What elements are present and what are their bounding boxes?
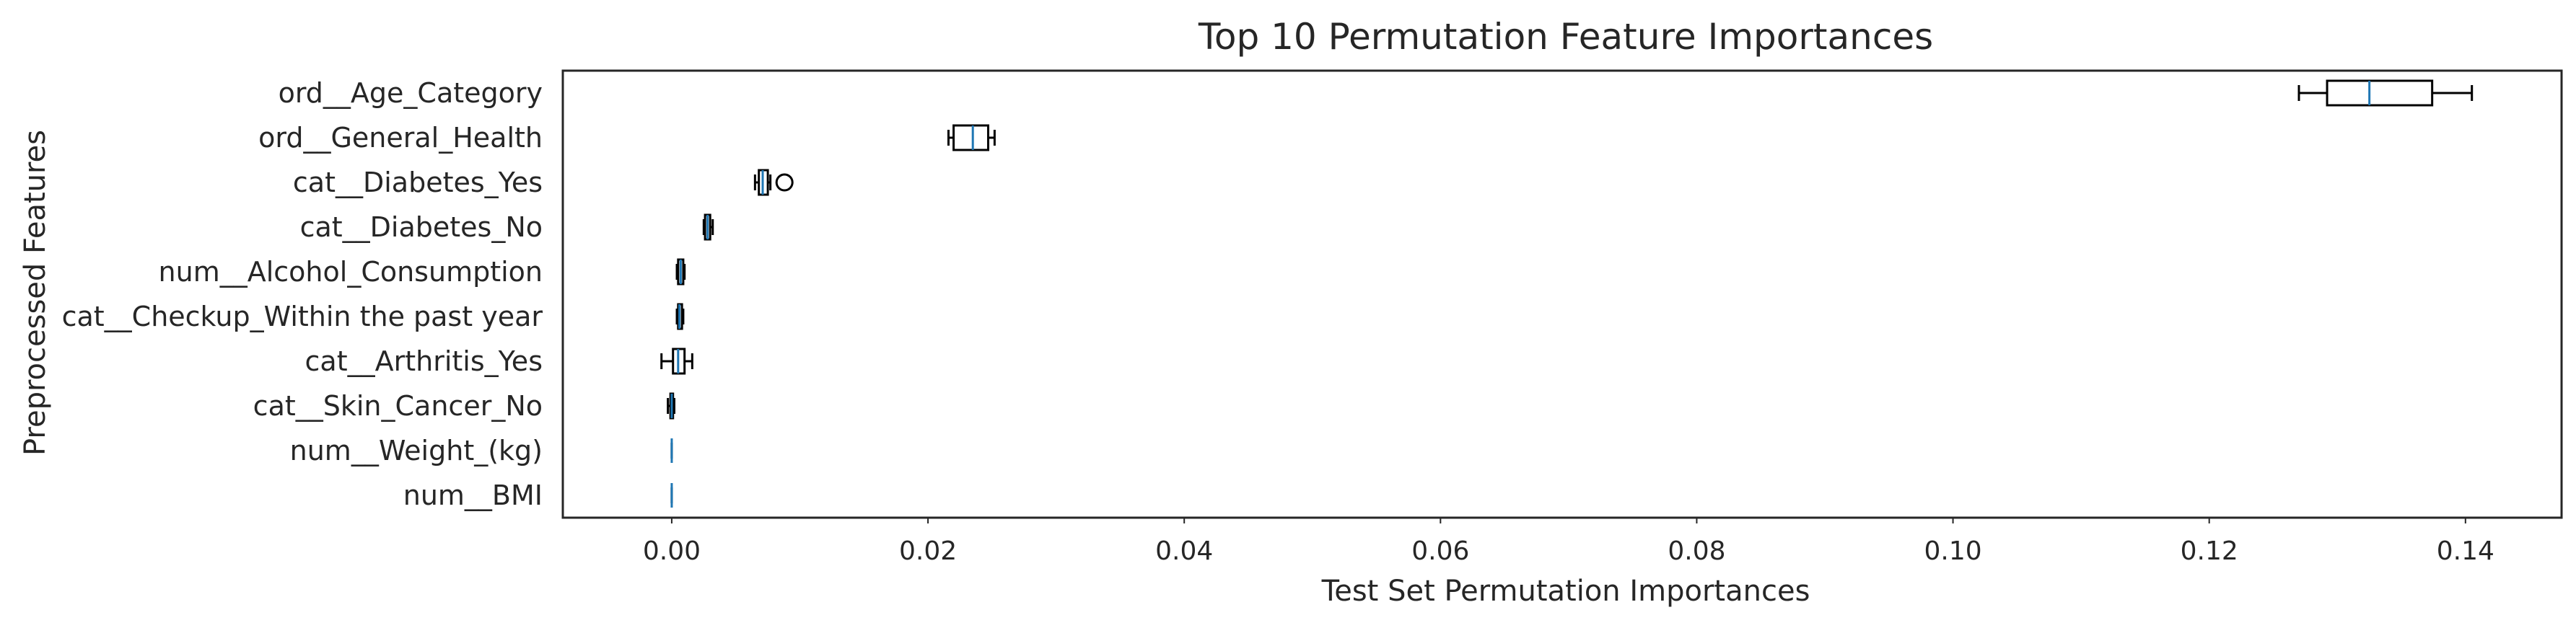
boxplot-5: [675, 303, 685, 330]
y-tick-label: num__Weight_(kg): [290, 435, 543, 466]
x-tick-label: 0.12: [2181, 536, 2238, 566]
y-tick-label: num__BMI: [403, 479, 543, 511]
iqr-box: [2326, 79, 2434, 107]
y-tick-label: num__Alcohol_Consumption: [159, 256, 543, 288]
x-tick-label: 0.00: [643, 536, 701, 566]
y-axis-label: Preprocessed Features: [19, 130, 52, 456]
y-tick-label: cat__Arthritis_Yes: [305, 345, 543, 377]
outlier-point: [775, 173, 794, 192]
x-axis-ticks: 0.00 0.02 0.04 0.06 0.08 0.10 0.12 0.14: [643, 518, 2494, 566]
boxplot-1: [947, 124, 996, 151]
boxplot-7: [667, 392, 675, 420]
y-tick-label: cat__Skin_Cancer_No: [253, 390, 543, 422]
plot-area: [660, 79, 2474, 508]
boxplot-4: [675, 258, 686, 286]
boxplot-6: [660, 348, 693, 375]
y-tick-label: cat__Diabetes_Yes: [293, 167, 543, 198]
boxplot-3: [702, 213, 714, 241]
y-tick-label: ord__General_Health: [258, 122, 543, 154]
iqr-box: [952, 124, 990, 151]
x-tick-label: 0.10: [1924, 536, 1981, 566]
boxplot-2: [753, 169, 794, 196]
boxplot-0: [2297, 79, 2474, 107]
chart-title: Top 10 Permutation Feature Importances: [1198, 16, 1933, 58]
x-tick-label: 0.14: [2437, 536, 2494, 566]
y-tick-label: ord__Age_Category: [279, 77, 543, 109]
y-axis-tick-labels: ord__Age_Category ord__General_Health cat_…: [62, 77, 543, 511]
plot-frame: [561, 69, 2563, 519]
y-tick-label: cat__Checkup_Within the past year: [62, 301, 543, 332]
x-tick-label: 0.08: [1668, 536, 1725, 566]
x-tick-label: 0.04: [1155, 536, 1213, 566]
x-axis-label: Test Set Permutation Importances: [1321, 575, 1810, 608]
x-tick-label: 0.06: [1411, 536, 1469, 566]
y-tick-label: cat__Diabetes_No: [300, 211, 543, 243]
x-tick-label: 0.02: [899, 536, 957, 566]
